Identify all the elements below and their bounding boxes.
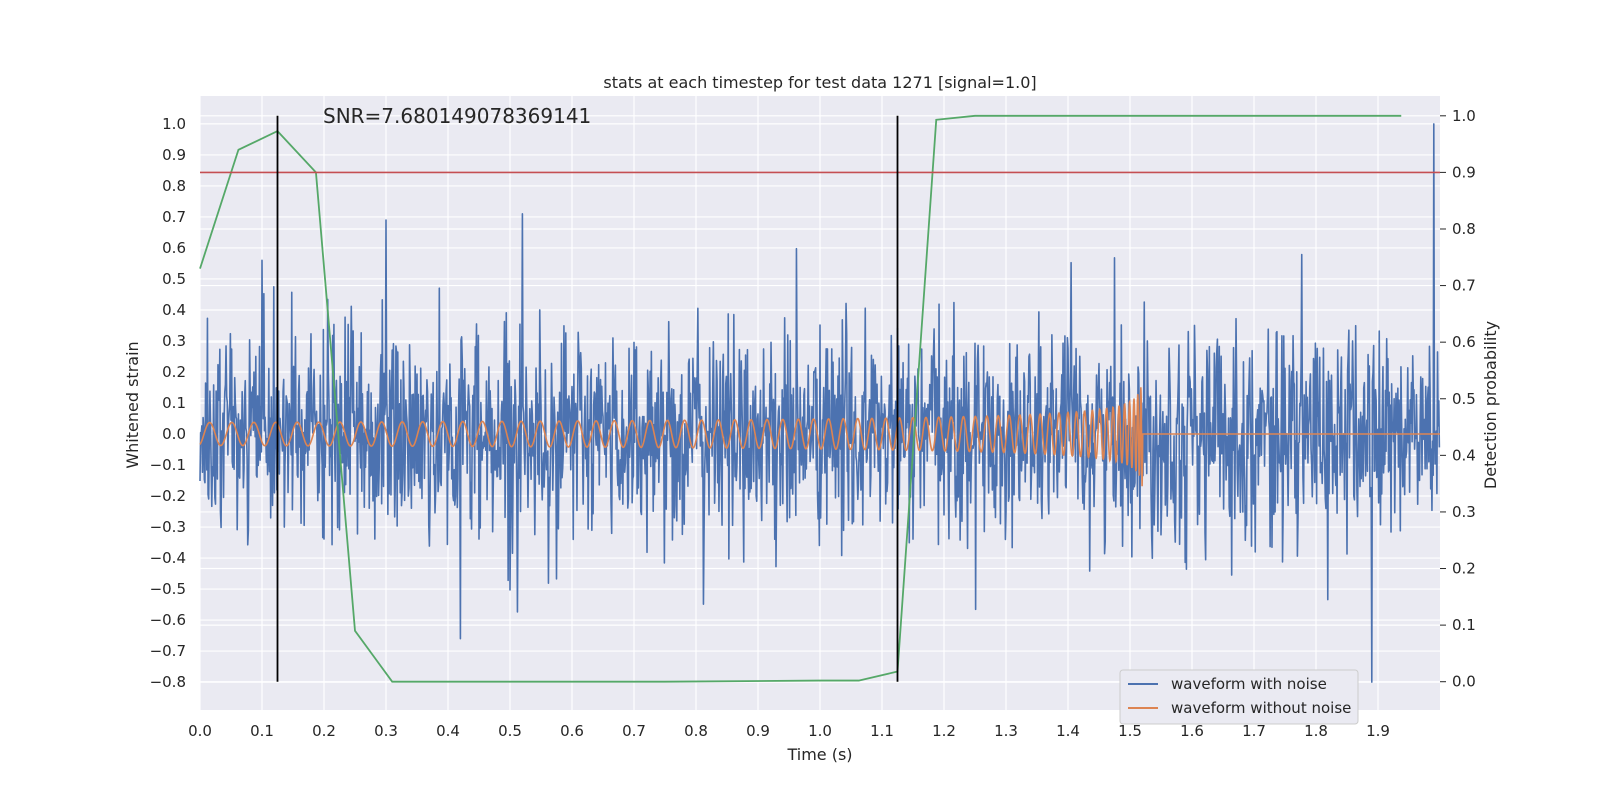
left-y-tick-label: 1.0 bbox=[162, 115, 186, 133]
line-detection-probability bbox=[199, 114, 1402, 683]
right-y-tick-label: 0.5 bbox=[1452, 390, 1476, 408]
legend: waveform with noise waveform without noi… bbox=[1119, 669, 1359, 725]
x-tick-label: 0.2 bbox=[312, 722, 336, 740]
legend-label-clean: waveform without noise bbox=[1171, 699, 1351, 717]
left-y-tick-label: −0.7 bbox=[150, 642, 186, 660]
series-waveform-with-noise bbox=[199, 123, 1441, 683]
x-tick-label: 1.5 bbox=[1118, 722, 1142, 740]
left-y-tick-label: −0.1 bbox=[150, 456, 186, 474]
left-y-tick-label: −0.5 bbox=[150, 580, 186, 598]
vertical-markers bbox=[276, 115, 899, 682]
right-y-tick-label: 0.0 bbox=[1452, 673, 1476, 691]
x-tick-label: 1.8 bbox=[1304, 722, 1328, 740]
x-tick-label: 1.3 bbox=[994, 722, 1018, 740]
left-y-tick-label: −0.3 bbox=[150, 518, 186, 536]
x-tick-label: 1.2 bbox=[932, 722, 956, 740]
left-y-tick-label: −0.8 bbox=[150, 673, 186, 691]
left-y-tick-label: −0.2 bbox=[150, 487, 186, 505]
left-y-tick-label: 0.1 bbox=[162, 394, 186, 412]
x-tick-label: 0.1 bbox=[250, 722, 274, 740]
x-axis-ticks: 0.0 0.1 0.2 0.3 0.4 0.5 0.6 0.7 0.8 0.9 1.0 1.1 1.2 1… bbox=[188, 722, 1390, 740]
line-waveform-without-noise bbox=[199, 387, 1440, 487]
right-y-tick-label: 0.6 bbox=[1452, 333, 1476, 351]
right-y-tick-label: 1.0 bbox=[1452, 107, 1476, 125]
x-tick-label: 1.7 bbox=[1242, 722, 1266, 740]
series-detection-probability bbox=[199, 114, 1402, 683]
x-tick-label: 0.9 bbox=[746, 722, 770, 740]
left-y-tick-label: 0.2 bbox=[162, 363, 186, 381]
x-tick-label: 1.0 bbox=[808, 722, 832, 740]
left-y-tick-label: 0.0 bbox=[162, 425, 186, 443]
right-y-tick-label: 0.7 bbox=[1452, 277, 1476, 295]
left-y-axis-title: Whitened strain bbox=[123, 341, 142, 468]
left-y-axis-ticks: −0.8 −0.7 −0.6 −0.5 −0.4 −0.3 −0.2 −0.1 0.0 0.1 0.… bbox=[150, 115, 186, 691]
x-axis-title: Time (s) bbox=[786, 745, 852, 764]
right-y-tick-label: 0.9 bbox=[1452, 163, 1476, 181]
left-y-tick-label: 0.5 bbox=[162, 270, 186, 288]
left-y-tick-label: −0.4 bbox=[150, 549, 186, 567]
legend-box bbox=[1119, 669, 1359, 725]
left-y-tick-label: 0.6 bbox=[162, 239, 186, 257]
grid-lines bbox=[199, 96, 1440, 710]
x-tick-label: 0.5 bbox=[498, 722, 522, 740]
x-tick-label: 0.6 bbox=[560, 722, 584, 740]
x-tick-label: 0.7 bbox=[622, 722, 646, 740]
left-y-tick-label: 0.7 bbox=[162, 208, 186, 226]
right-y-axis-ticks: 0.0 0.1 0.2 0.3 0.4 0.5 0.6 0.7 0.8 0.9 1.0 bbox=[1440, 107, 1476, 691]
right-y-tick-label: 0.3 bbox=[1452, 503, 1476, 521]
left-y-tick-label: 0.8 bbox=[162, 177, 186, 195]
right-y-tick-label: 0.1 bbox=[1452, 616, 1476, 634]
line-waveform-with-noise bbox=[199, 123, 1441, 683]
x-tick-label: 1.4 bbox=[1056, 722, 1080, 740]
left-y-tick-label: 0.9 bbox=[162, 146, 186, 164]
series-waveform-without-noise bbox=[199, 387, 1440, 487]
x-tick-label: 1.6 bbox=[1180, 722, 1204, 740]
x-tick-label: 0.4 bbox=[436, 722, 460, 740]
x-tick-label: 1.1 bbox=[870, 722, 894, 740]
right-y-tick-label: 0.2 bbox=[1452, 560, 1476, 578]
left-y-tick-label: 0.3 bbox=[162, 332, 186, 350]
x-tick-label: 0.0 bbox=[188, 722, 212, 740]
right-y-axis-title: Detection probability bbox=[1481, 321, 1500, 489]
chart-title: stats at each timestep for test data 127… bbox=[603, 73, 1036, 92]
right-y-tick-label: 0.4 bbox=[1452, 446, 1476, 464]
left-y-tick-label: 0.4 bbox=[162, 301, 186, 319]
x-tick-label: 0.3 bbox=[374, 722, 398, 740]
left-y-tick-label: −0.6 bbox=[150, 611, 186, 629]
snr-annotation: SNR=7.680149078369141 bbox=[323, 104, 591, 128]
right-y-tick-label: 0.8 bbox=[1452, 220, 1476, 238]
x-tick-label: 0.8 bbox=[684, 722, 708, 740]
legend-label-noise: waveform with noise bbox=[1171, 675, 1327, 693]
x-tick-label: 1.9 bbox=[1366, 722, 1390, 740]
